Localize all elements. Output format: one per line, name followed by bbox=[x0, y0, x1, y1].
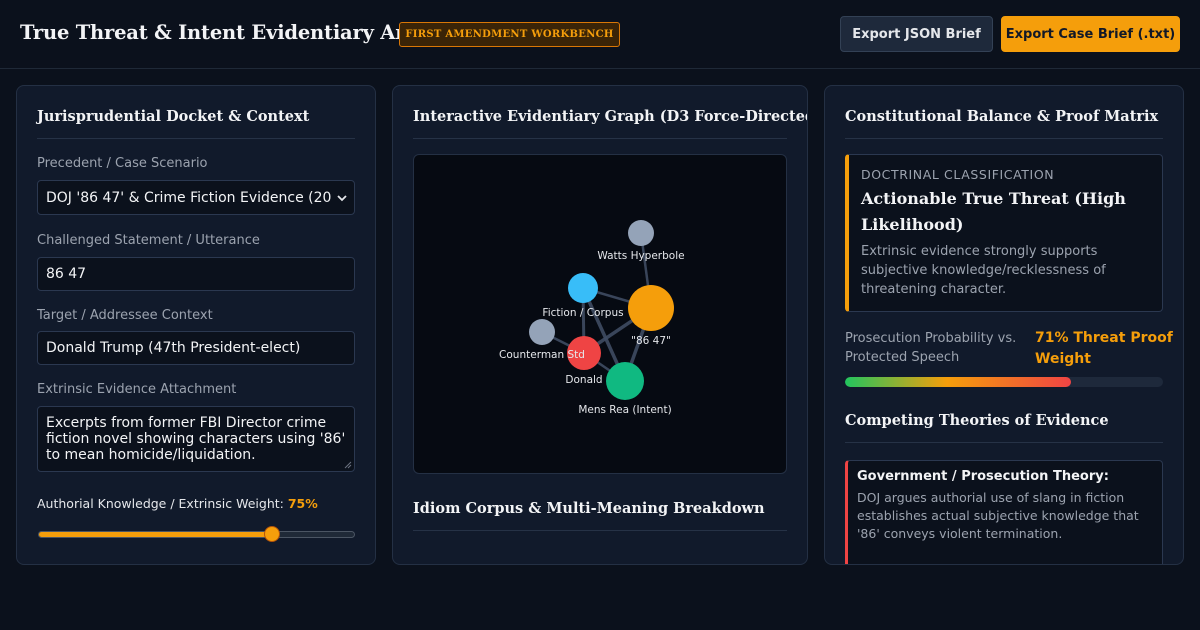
export-case-brief-button[interactable]: Export Case Brief (.txt) bbox=[1001, 16, 1180, 52]
precedent-label: Precedent / Case Scenario bbox=[37, 156, 208, 171]
target-label: Target / Addressee Context bbox=[37, 308, 213, 323]
weight-value: 75% bbox=[287, 496, 318, 511]
resize-grip-icon[interactable] bbox=[344, 461, 352, 469]
graph-node-watts[interactable] bbox=[628, 220, 654, 246]
graph-node-fiction[interactable] bbox=[568, 273, 598, 303]
evidence-label: Extrinsic Evidence Attachment bbox=[37, 382, 237, 397]
chevron-down-icon bbox=[337, 194, 347, 201]
government-theory-card: Government / Prosecution Theory: DOJ arg… bbox=[845, 460, 1163, 564]
graph-node-label-donald: Donald bbox=[565, 374, 602, 386]
weight-slider-fill bbox=[39, 532, 276, 537]
weight-slider-label: Authorial Knowledge / Extrinsic Weight: … bbox=[37, 496, 318, 511]
graph-node-donald[interactable] bbox=[567, 336, 601, 370]
workbench-badge: FIRST AMENDMENT WORKBENCH bbox=[399, 22, 620, 47]
graph-node-label-counterman: Counterman Std bbox=[499, 349, 585, 361]
evidentiary-graph[interactable]: Watts Hyperbole Fiction / Corpus "86 47" Co… bbox=[413, 154, 787, 474]
graph-node-utterance[interactable] bbox=[628, 285, 674, 331]
graph-node-counterman[interactable] bbox=[529, 319, 555, 345]
probability-value: 71% Threat Proof Weight bbox=[1035, 330, 1173, 367]
classification-kicker: DOCTRINAL CLASSIFICATION bbox=[861, 167, 1055, 182]
graph-panel: Interactive Evidentiary Graph (D3 Force-… bbox=[392, 85, 808, 565]
graph-panel-title: Interactive Evidentiary Graph (D3 Force-… bbox=[413, 108, 807, 139]
graph-node-label-watts: Watts Hyperbole bbox=[597, 250, 684, 262]
docket-panel: Jurisprudential Docket & Context Precede… bbox=[16, 85, 376, 565]
precedent-select-value: DOJ '86 47' & Crime Fiction Evidence (20… bbox=[46, 189, 332, 206]
proof-matrix-title: Constitutional Balance & Proof Matrix bbox=[845, 108, 1163, 139]
graph-canvas[interactable]: Watts Hyperbole Fiction / Corpus "86 47" Co… bbox=[414, 155, 787, 474]
weight-slider-track[interactable] bbox=[38, 531, 355, 538]
probability-bar bbox=[845, 377, 1163, 387]
top-bar: True Threat & Intent Evidentiary Analyze… bbox=[0, 0, 1200, 69]
precedent-select[interactable]: DOJ '86 47' & Crime Fiction Evidence (20… bbox=[37, 180, 355, 215]
classification-card: DOCTRINAL CLASSIFICATION Actionable True… bbox=[845, 154, 1163, 312]
competing-theories-title: Competing Theories of Evidence bbox=[845, 412, 1163, 443]
evidence-text: Excerpts from former FBI Director crime … bbox=[46, 415, 346, 463]
probability-label: Prosecution Probability vs. Protected Sp… bbox=[845, 331, 1017, 365]
graph-node-label-mensrea: Mens Rea (Intent) bbox=[578, 404, 671, 416]
weight-slider-thumb[interactable] bbox=[263, 526, 280, 542]
proof-matrix-panel: Constitutional Balance & Proof Matrix DO… bbox=[824, 85, 1184, 565]
government-theory-body: DOJ argues authorial use of slang in fic… bbox=[857, 490, 1139, 541]
statement-input[interactable]: 86 47 bbox=[37, 257, 355, 291]
government-theory-heading: Government / Prosecution Theory: bbox=[857, 469, 1109, 484]
target-input[interactable]: Donald Trump (47th President-elect) bbox=[37, 331, 355, 365]
idiom-corpus-title: Idiom Corpus & Multi-Meaning Breakdown bbox=[413, 500, 787, 531]
evidence-textarea[interactable]: Excerpts from former FBI Director crime … bbox=[37, 406, 355, 472]
classification-heading: Actionable True Threat (High Likelihood) bbox=[861, 189, 1126, 234]
classification-description: Extrinsic evidence strongly supports sub… bbox=[861, 244, 1106, 297]
app-title: True Threat & Intent Evidentiary Analyze… bbox=[20, 21, 474, 44]
graph-node-mensrea[interactable] bbox=[606, 362, 644, 400]
graph-node-label-utterance: "86 47" bbox=[631, 335, 671, 347]
docket-panel-title: Jurisprudential Docket & Context bbox=[37, 108, 355, 139]
weight-label-text: Authorial Knowledge / Extrinsic Weight: bbox=[37, 496, 284, 511]
probability-bar-fill bbox=[845, 377, 1071, 387]
graph-node-label-fiction: Fiction / Corpus bbox=[542, 307, 623, 319]
statement-label: Challenged Statement / Utterance bbox=[37, 233, 260, 248]
export-json-button[interactable]: Export JSON Brief bbox=[840, 16, 993, 52]
